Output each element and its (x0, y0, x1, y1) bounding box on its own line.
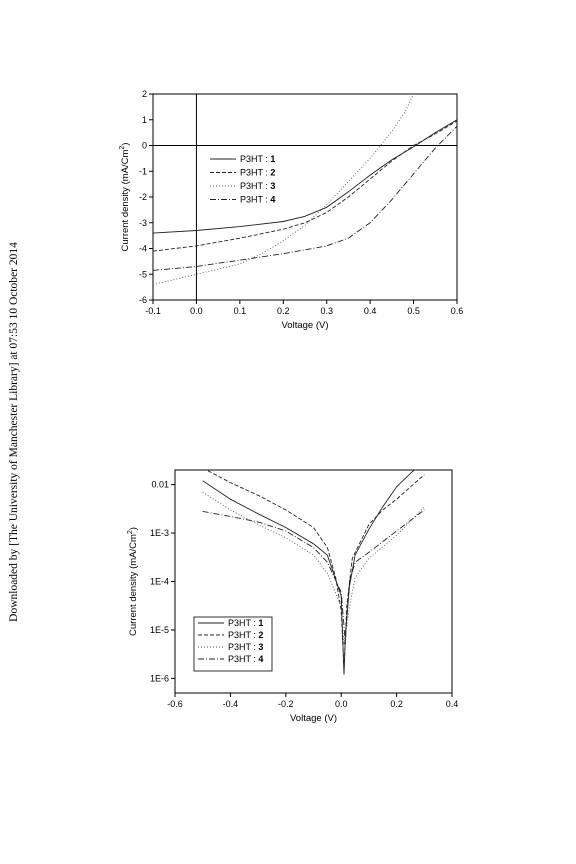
series-group (202, 470, 425, 675)
y-tick-label: 0.01 (151, 480, 169, 490)
legend-label-4: P3HT : 4 (228, 654, 263, 664)
x-tick-label: 0.2 (277, 306, 290, 316)
legend-label-3: P3HT : 3 (240, 181, 275, 191)
y-tick-label: -6 (139, 295, 147, 305)
y-tick-label: 2 (142, 89, 147, 99)
x-tick-label: 0.4 (364, 306, 377, 316)
series-line-1 (153, 119, 457, 234)
legend-box (193, 616, 273, 672)
iv-curve-chart: -0.1 0.0 0.1 0.2 0.3 0.4 0.5 0.6 2 1 0 -1 -2 -3 -4 -5 -6… (119, 89, 464, 331)
y-tick-label: -4 (139, 244, 147, 254)
x-axis-label: Voltage (V) (290, 713, 337, 724)
legend-label-4: P3HT : 4 (240, 195, 275, 205)
legend-label-1: P3HT : 1 (240, 154, 275, 164)
legend-label-2: P3HT : 2 (240, 168, 275, 178)
plot-frame (152, 93, 458, 301)
series-line-3 (202, 491, 425, 645)
series-line-1 (202, 470, 416, 675)
x-tick-label: 0.4 (446, 699, 459, 709)
series-line-4 (153, 125, 457, 271)
x-tick-label: 0.0 (335, 699, 348, 709)
x-tick-label: -0.6 (167, 699, 183, 709)
y-axis-label: Current density (mA/Cm2) (119, 143, 131, 252)
legend-label-3: P3HT : 3 (228, 642, 263, 652)
series-line-2 (205, 470, 425, 670)
y-tick-label: 1E-5 (150, 625, 169, 635)
series-group (153, 94, 457, 286)
x-tick-label: 0.1 (234, 306, 247, 316)
x-tick-label: 0.0 (190, 306, 203, 316)
x-tick-label: -0.2 (278, 699, 294, 709)
series-line-4 (202, 509, 425, 645)
x-tick-label: -0.4 (223, 699, 239, 709)
series-line-3 (153, 94, 415, 286)
y-tick-label: 0 (142, 141, 147, 151)
x-tick-label: 0.5 (407, 306, 420, 316)
x-tick-label: 0.6 (451, 306, 464, 316)
log-current-chart: -0.6 -0.4 -0.2 0.0 0.2 0.4 0.01 1E-3 1E-4 1E-5 1E-… (127, 469, 459, 724)
y-tick-label: -3 (139, 218, 147, 228)
series-line-2 (153, 120, 457, 252)
x-tick-label: 0.2 (390, 699, 403, 709)
legend-label-2: P3HT : 2 (228, 630, 263, 640)
y-tick-label: 1E-6 (150, 673, 169, 683)
x-tick-label: 0.3 (320, 306, 333, 316)
y-tick-label: 1E-3 (150, 528, 169, 538)
x-tick-label: -0.1 (145, 306, 161, 316)
y-tick-label: 1E-4 (150, 577, 169, 587)
y-tick-label: 1 (142, 115, 147, 125)
y-axis-label: Current density (mA/Cm2) (127, 527, 139, 636)
y-tick-label: -2 (139, 192, 147, 202)
y-tick-label: -5 (139, 269, 147, 279)
legend-label-1: P3HT : 1 (228, 618, 263, 628)
x-axis-label: Voltage (V) (282, 320, 329, 331)
y-tick-label: -1 (139, 166, 147, 176)
